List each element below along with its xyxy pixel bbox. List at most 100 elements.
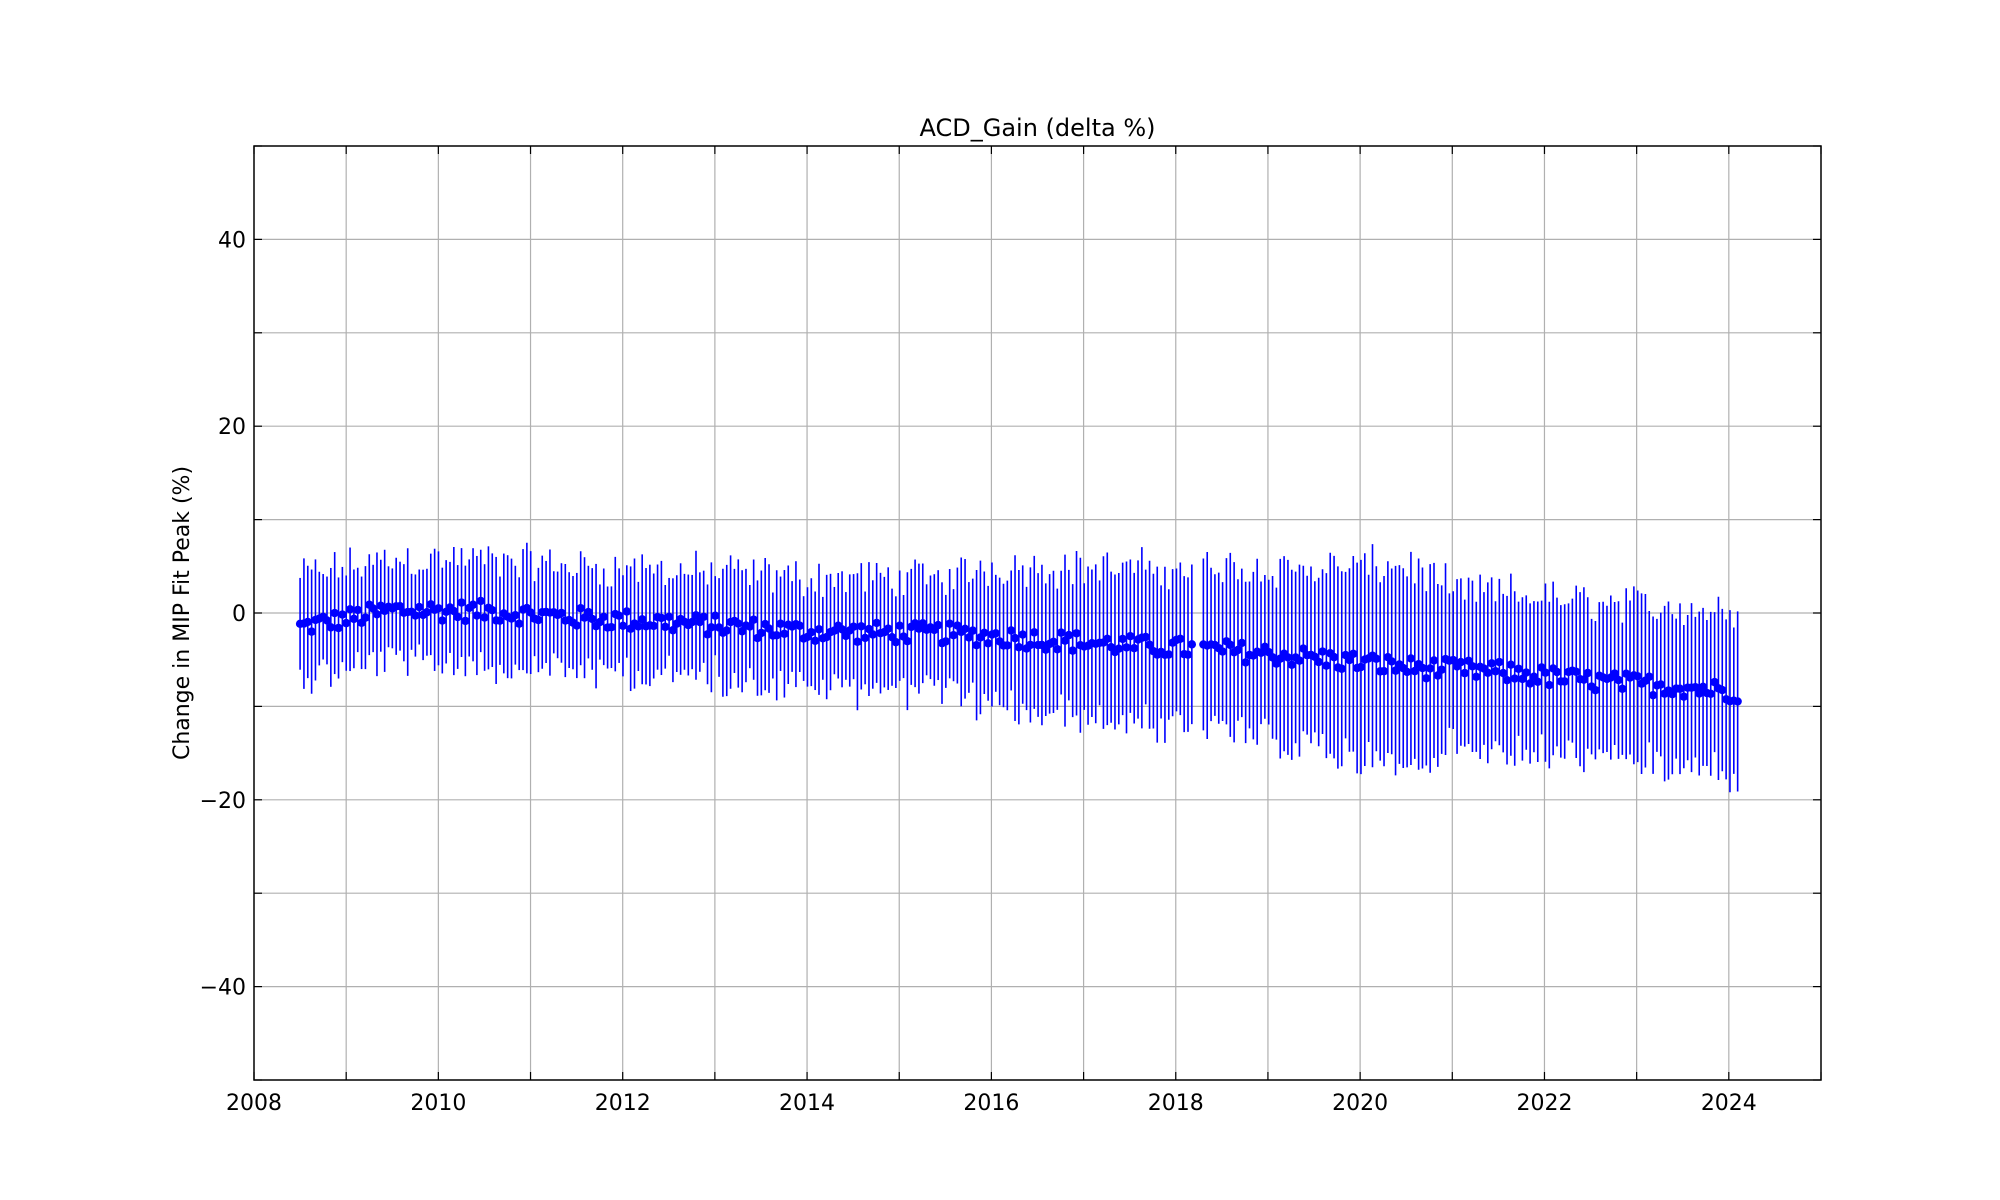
data-point [1287, 660, 1296, 669]
data-point [584, 607, 593, 617]
data-point [1583, 668, 1592, 678]
data-point [872, 618, 881, 628]
data-point [1349, 649, 1358, 659]
data-point [1502, 675, 1512, 685]
data-point [891, 637, 901, 647]
data-point [699, 612, 708, 621]
data-point [764, 624, 774, 633]
data-point [1618, 684, 1627, 693]
data-point [1241, 658, 1250, 667]
data-point [1299, 644, 1308, 653]
data-point [1218, 647, 1227, 656]
data-point [1318, 647, 1327, 656]
data-point [1268, 653, 1277, 662]
chart-title: ACD_Gain (delta %) [920, 114, 1156, 142]
data-point [953, 621, 962, 630]
data-point [849, 622, 858, 631]
data-point [991, 629, 1001, 638]
data-point [853, 637, 862, 646]
data-point [983, 639, 993, 648]
x-tick-label: 2022 [1516, 1091, 1572, 1116]
data-point [657, 613, 666, 623]
data-point [1525, 679, 1535, 688]
data-point [438, 616, 447, 625]
data-point [1418, 663, 1427, 673]
y-tick-label: 40 [218, 228, 246, 253]
data-point [480, 613, 489, 622]
axis-ticks: 2008 2010 2012 2014 2016 2018 2020 2022 2024 −40 −… [200, 145, 1822, 1116]
data-point [1014, 642, 1024, 652]
data-point [1010, 633, 1020, 643]
data-point [345, 605, 355, 614]
data-point [1514, 664, 1523, 673]
x-tick-label: 2016 [963, 1091, 1019, 1116]
data-point [1495, 657, 1504, 667]
data-point [1064, 630, 1074, 640]
data-point [1176, 634, 1185, 644]
data-point [576, 604, 585, 613]
x-tick-label: 2014 [779, 1091, 835, 1116]
data-point [395, 601, 405, 611]
data-point [757, 628, 766, 638]
data-point [1498, 668, 1508, 678]
data-point [461, 616, 470, 626]
data-point [1679, 692, 1689, 701]
data-point [1122, 643, 1131, 652]
data-point [903, 637, 912, 646]
data-point [1449, 655, 1458, 665]
data-point [1510, 674, 1519, 683]
data-point [1468, 662, 1477, 671]
data-point [1337, 664, 1346, 673]
data-point [1187, 640, 1197, 649]
data-point [691, 611, 701, 620]
data-point [941, 637, 951, 646]
data-point [1656, 680, 1665, 689]
data-point [649, 621, 658, 631]
data-point [326, 623, 336, 632]
data-point [968, 626, 977, 635]
data-point [607, 623, 616, 632]
data-point [1691, 682, 1700, 692]
x-tick-label: 2018 [1148, 1091, 1204, 1116]
data-point [1053, 645, 1062, 654]
data-point [1456, 657, 1466, 667]
data-point [1345, 655, 1354, 665]
data-point [1237, 638, 1247, 648]
data-point [795, 621, 804, 630]
data-point [468, 600, 478, 609]
data-point [353, 605, 362, 615]
data-point [622, 607, 632, 616]
data-point [1322, 661, 1331, 670]
data-point [588, 614, 597, 624]
data-point [1103, 634, 1112, 644]
data-point [980, 628, 989, 637]
data-point [449, 606, 459, 616]
data-point [972, 640, 981, 650]
data-point [703, 630, 712, 639]
y-tick-label: 0 [232, 602, 246, 627]
data-point [895, 621, 904, 630]
x-tick-label: 2020 [1332, 1091, 1388, 1116]
data-point [599, 612, 608, 622]
data-point [1030, 628, 1039, 637]
data-point [1141, 632, 1150, 642]
data-point [707, 623, 716, 632]
data-point [711, 611, 720, 620]
data-point [776, 619, 785, 628]
data-point [1006, 626, 1016, 635]
data-point [1522, 668, 1531, 677]
data-point [883, 624, 893, 633]
data-point [933, 620, 943, 630]
data-point [1437, 665, 1446, 674]
x-tick-label: 2010 [410, 1091, 466, 1116]
data-point [1164, 650, 1173, 659]
data-point [964, 633, 974, 642]
data-point [488, 606, 497, 615]
data-point [1295, 656, 1304, 665]
data-point [307, 627, 316, 636]
data-point [1718, 685, 1727, 695]
data-point [1072, 629, 1081, 638]
data-point [361, 613, 370, 622]
data-point [526, 608, 535, 617]
data-point [1425, 664, 1435, 673]
